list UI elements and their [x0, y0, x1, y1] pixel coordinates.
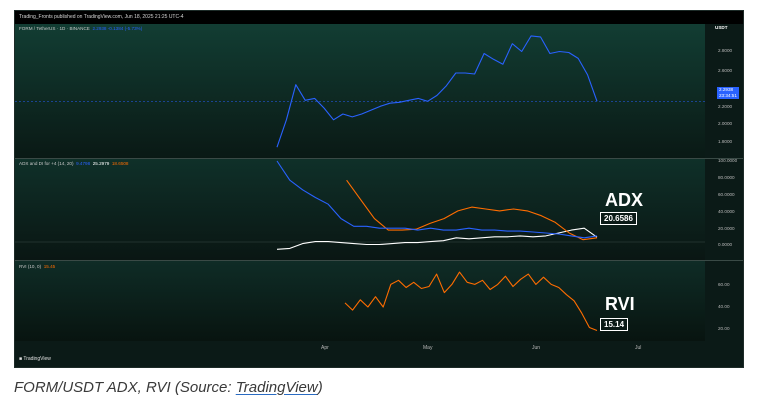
rvi-y-tick: 20.00 [718, 326, 730, 331]
adx-value-3: 18.6508 [111, 161, 129, 166]
tradingview-logo: ■ TradingView [19, 356, 51, 362]
rvi-line [344, 271, 598, 332]
tradingview-logo-icon: ■ [19, 356, 23, 362]
series-layer [15, 35, 705, 332]
price-values-label: 2.2938 -0.1384 (-5.73%) [92, 26, 143, 31]
price-line [276, 35, 598, 148]
last-price-value: 2.2938 [719, 87, 734, 92]
x-tick-jul: Jul [635, 345, 642, 351]
adx-y-tick: 40.0000 [718, 209, 735, 214]
price-pane-label: FORM / TetherUS · 1D · BINANCE 2.2938 -0… [19, 26, 142, 31]
x-tick-apr: Apr [321, 345, 329, 351]
y-axis-bg [705, 24, 743, 341]
di-minus-line [346, 179, 598, 241]
x-tick-jun: Jun [532, 345, 541, 351]
chart-screenshot: Trading_Fronts published on TradingView.… [14, 10, 744, 368]
adx-annotation: ADX [605, 190, 644, 210]
adx-y-tick: 60.0000 [718, 192, 735, 197]
price-y-tick: 1.8000 [718, 139, 733, 144]
price-symbol-label: FORM / TetherUS · 1D · BINANCE [19, 26, 90, 31]
figure-caption: FORM/USDT ADX, RVI (Source: TradingView) [14, 379, 323, 396]
price-pane-bg [15, 24, 705, 158]
last-price-time: 23:34:51 [719, 93, 737, 98]
price-y-tick: 2.0000 [718, 121, 733, 126]
adx-value-box: 20.6586 [600, 212, 637, 225]
rvi-pane-label: RVI (10, 0) 15.45 [19, 264, 55, 269]
adx-value-2: 25.2979 [92, 161, 110, 166]
rvi-annotation: RVI [605, 294, 635, 314]
adx-indicator-name: ADX and DI for +4 (14, 20) [19, 161, 74, 166]
rvi-value-box: 15.14 [600, 318, 629, 331]
adx-y-tick: 0.0000 [718, 242, 733, 247]
price-y-tick: 2.2000 [718, 104, 733, 109]
last-price-tag: 2.2938 23:34:51 [717, 87, 739, 99]
caption-suffix: ) [317, 379, 323, 396]
price-y-tick: 2.6000 [718, 68, 733, 73]
caption-prefix: FORM/USDT ADX, RVI (Source: [14, 379, 236, 396]
caption-source-link[interactable]: TradingView [235, 379, 318, 396]
adx-value-1: 9.4798 [76, 161, 91, 166]
tradingview-logo-text: TradingView [23, 356, 51, 362]
adx-y-tick: 100.0000 [718, 158, 738, 163]
rvi-indicator-name: RVI (10, 0) [19, 264, 42, 269]
adx-y-tick: 80.0000 [718, 175, 735, 180]
rvi-value: 15.45 [43, 264, 56, 269]
x-tick-may: May [423, 345, 433, 351]
di-plus-line [276, 160, 598, 239]
rvi-y-tick: 40.00 [718, 304, 730, 309]
publish-info-bar: Trading_Fronts published on TradingView.… [15, 11, 743, 24]
adx-y-tick: 20.0000 [718, 226, 735, 231]
adx-line [276, 227, 598, 250]
adx-pane-bg [15, 159, 705, 260]
rvi-y-tick: 60.00 [718, 282, 730, 287]
price-y-tick: 2.8000 [718, 48, 733, 53]
chart-canvas [15, 24, 743, 341]
adx-pane-label: ADX and DI for +4 (14, 20) 9.4798 25.297… [19, 161, 128, 166]
currency-label: USDT [715, 25, 728, 30]
